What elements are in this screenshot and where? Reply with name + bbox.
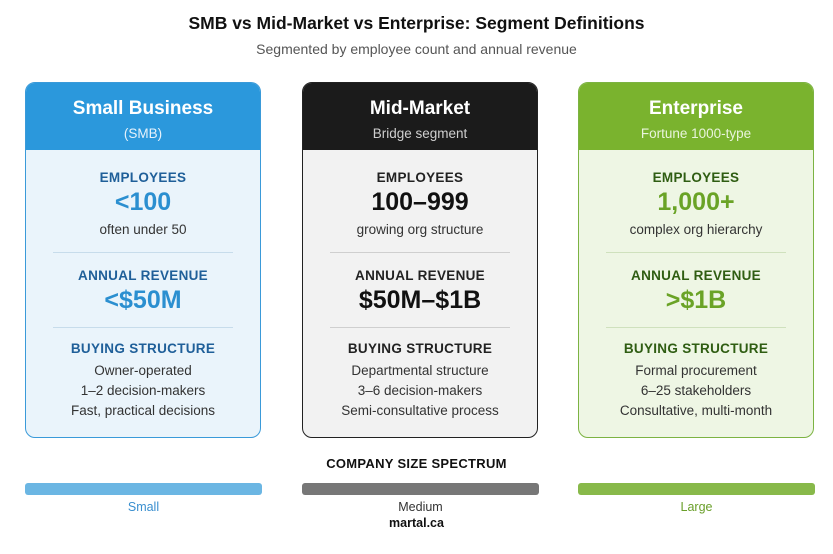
buying-line: Formal procurement — [635, 363, 757, 378]
section-divider — [606, 327, 786, 328]
buying-line: Departmental structure — [351, 363, 489, 378]
buying-line: 6–25 stakeholders — [640, 383, 752, 398]
revenue-value: <$50M — [104, 286, 182, 314]
employees-label: EMPLOYEES — [376, 170, 464, 185]
buying-line: Owner-operated — [94, 363, 192, 378]
revenue-value: >$1B — [665, 286, 727, 314]
chart-title: SMB vs Mid-Market vs Enterprise: Segment… — [188, 13, 645, 33]
buying-line: 1–2 decision-makers — [80, 383, 206, 398]
source-footer: martal.ca — [389, 516, 444, 530]
employees-value: 1,000+ — [657, 188, 735, 216]
revenue-label: ANNUAL REVENUE — [78, 268, 208, 283]
segment-name: Small Business — [72, 98, 214, 119]
spectrum-label-medium: Medium — [398, 500, 443, 514]
segment-card-enterprise: Enterprise Fortune 1000-type EMPLOYEES 1… — [578, 82, 814, 438]
buying-label: BUYING STRUCTURE — [623, 341, 769, 356]
segment-subtitle: Fortune 1000-type — [640, 126, 752, 141]
section-divider — [53, 327, 233, 328]
spectrum-bar-medium — [302, 483, 539, 495]
spectrum-bar-large — [578, 483, 815, 495]
employees-label: EMPLOYEES — [652, 170, 740, 185]
segment-header-enterprise: Enterprise Fortune 1000-type — [579, 83, 813, 150]
revenue-label: ANNUAL REVENUE — [355, 268, 485, 283]
employees-note: complex org hierarchy — [629, 222, 763, 237]
segment-subtitle: Bridge segment — [372, 126, 468, 141]
employees-note: growing org structure — [356, 222, 484, 237]
segment-header-mid-market: Mid-Market Bridge segment — [303, 83, 537, 150]
section-divider — [606, 252, 786, 253]
buying-label: BUYING STRUCTURE — [347, 341, 493, 356]
segment-card-mid-market: Mid-Market Bridge segment EMPLOYEES 100–… — [302, 82, 538, 438]
segment-name: Enterprise — [649, 98, 743, 119]
spectrum-label-small: Small — [127, 500, 160, 514]
revenue-value: $50M–$1B — [358, 286, 482, 314]
employees-value: 100–999 — [371, 188, 469, 216]
section-divider — [53, 252, 233, 253]
section-divider — [330, 327, 510, 328]
segment-card-smb: Small Business (SMB) EMPLOYEES <100 ofte… — [25, 82, 261, 438]
buying-line: Semi-consultative process — [341, 403, 499, 418]
segment-header-smb: Small Business (SMB) — [26, 83, 260, 150]
revenue-label: ANNUAL REVENUE — [631, 268, 761, 283]
buying-line: Fast, practical decisions — [70, 403, 216, 418]
chart-subtitle: Segmented by employee count and annual r… — [256, 41, 577, 57]
employees-label: EMPLOYEES — [99, 170, 187, 185]
spectrum-label-large: Large — [680, 500, 713, 514]
spectrum-bar-small — [25, 483, 262, 495]
section-divider — [330, 252, 510, 253]
buying-label: BUYING STRUCTURE — [70, 341, 216, 356]
segment-name: Mid-Market — [369, 98, 471, 119]
buying-line: 3–6 decision-makers — [357, 383, 483, 398]
segment-subtitle: (SMB) — [123, 126, 163, 141]
employees-note: often under 50 — [99, 222, 187, 237]
buying-line: Consultative, multi-month — [619, 403, 773, 418]
spectrum-title: COMPANY SIZE SPECTRUM — [326, 456, 507, 471]
employees-value: <100 — [114, 188, 172, 216]
